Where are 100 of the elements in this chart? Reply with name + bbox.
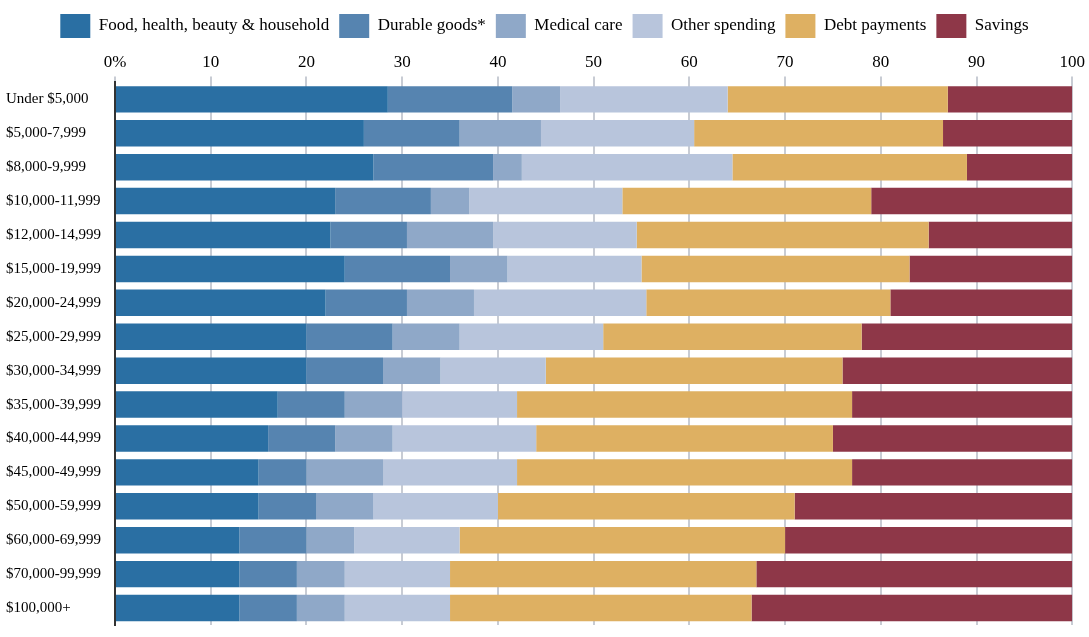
bar	[335, 425, 393, 452]
bar	[947, 86, 1073, 113]
y-tick-label: $50,000-59,999	[6, 497, 101, 514]
bar	[330, 221, 407, 249]
legend-label: Medical care	[534, 15, 623, 35]
bar	[116, 255, 345, 283]
bar	[325, 289, 407, 317]
bar	[694, 120, 944, 147]
bar	[116, 560, 240, 588]
bar	[622, 187, 872, 215]
bar	[116, 86, 388, 113]
bar	[603, 323, 862, 350]
bar	[344, 255, 451, 283]
x-tick-label: 10	[202, 51, 220, 71]
bar	[363, 120, 460, 147]
x-tick-label: 60	[680, 51, 698, 71]
bar	[387, 86, 513, 113]
bar	[116, 323, 307, 350]
bar	[430, 187, 470, 215]
bar	[861, 323, 1073, 350]
bar	[459, 323, 604, 350]
bar	[306, 357, 384, 384]
bar	[344, 560, 451, 588]
bar	[641, 255, 910, 283]
bar	[493, 221, 637, 249]
bar	[344, 594, 451, 622]
bar	[943, 120, 1073, 147]
bar	[116, 391, 278, 418]
bar	[756, 560, 1073, 588]
bar	[354, 526, 460, 554]
y-tick-label: $70,000-99,999	[6, 565, 101, 582]
x-tick-label: 0%	[103, 51, 127, 71]
bar	[909, 255, 1073, 283]
bar	[536, 425, 833, 452]
bar	[794, 493, 1073, 520]
bar	[727, 86, 948, 113]
y-tick-label: $60,000-69,999	[6, 531, 101, 548]
bar	[116, 120, 364, 147]
bar	[469, 187, 623, 215]
bar	[258, 459, 307, 486]
y-tick-label: $12,000-14,999	[6, 225, 101, 242]
bar	[116, 493, 259, 520]
bar	[507, 255, 642, 283]
bar	[928, 221, 1073, 249]
y-tick-label: Under $5,000	[6, 90, 89, 107]
bar	[842, 357, 1073, 384]
bar	[116, 357, 307, 384]
bar	[406, 289, 474, 317]
y-tick-label: $10,000-11,999	[6, 192, 101, 209]
bar	[116, 153, 374, 181]
bar	[296, 594, 345, 622]
bar	[306, 526, 355, 554]
bar	[636, 221, 929, 249]
y-tick-label: $100,000+	[6, 598, 71, 615]
bar	[306, 323, 393, 350]
bar	[373, 493, 498, 520]
bar	[373, 153, 494, 181]
bar	[239, 594, 297, 622]
legend-label: Other spending	[671, 15, 776, 35]
bar	[966, 153, 1073, 181]
bar	[459, 120, 541, 147]
y-tick-label: $20,000-24,999	[6, 293, 101, 310]
bar	[392, 323, 460, 350]
bar	[497, 493, 795, 520]
bar	[473, 289, 647, 317]
bar	[517, 459, 853, 486]
bar	[335, 187, 431, 215]
bar	[116, 459, 259, 486]
bar	[512, 86, 561, 113]
y-tick-label: $45,000-49,999	[6, 463, 101, 480]
bar	[239, 526, 307, 554]
legend-label: Debt payments	[823, 15, 927, 35]
bar	[383, 357, 441, 384]
bar	[852, 459, 1073, 486]
bar	[440, 357, 546, 384]
bar	[459, 526, 786, 554]
legend-label: Food, health, beauty & household	[98, 15, 330, 35]
bar	[560, 86, 728, 113]
y-tick-label: $35,000-39,999	[6, 395, 101, 412]
y-tick-label: $25,000-29,999	[6, 327, 101, 344]
legend-label: Durable goods*	[377, 15, 486, 35]
bar	[258, 493, 317, 520]
bar	[517, 391, 853, 418]
bar	[296, 560, 345, 588]
bar	[832, 425, 1073, 452]
bar	[751, 594, 1073, 622]
bar	[493, 153, 522, 181]
x-tick-label: 70	[776, 51, 794, 71]
y-tick-label: $15,000-19,999	[6, 259, 101, 276]
bar	[306, 459, 384, 486]
bar	[383, 459, 518, 486]
bar	[116, 526, 240, 554]
bar	[646, 289, 891, 317]
bar	[406, 221, 494, 249]
bar	[852, 391, 1073, 418]
bar	[521, 153, 733, 181]
bar	[277, 391, 345, 418]
bar	[116, 221, 331, 249]
x-tick-label: 100	[1059, 51, 1085, 71]
bar	[890, 289, 1073, 317]
